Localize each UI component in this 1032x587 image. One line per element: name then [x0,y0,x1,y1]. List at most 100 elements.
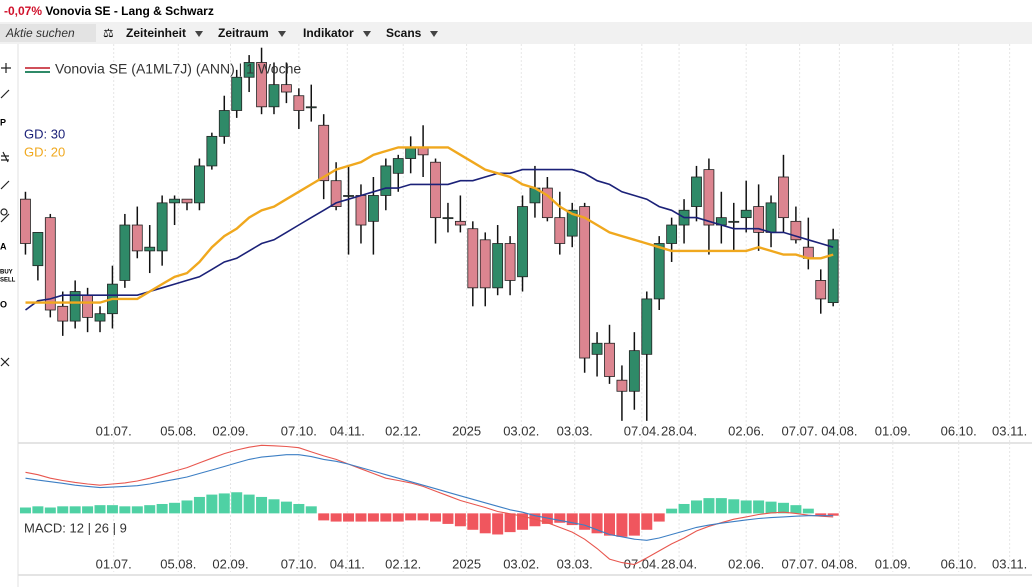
moving-average [25,146,834,304]
candle-body [653,243,665,300]
x-tick-label: 02.12. [385,556,421,571]
delete-tool[interactable] [0,357,10,367]
histogram-bar [330,513,342,522]
candle-body [778,176,789,219]
histogram-bar [690,500,702,514]
menu-item[interactable]: Scans [386,22,438,44]
candle-body [541,187,553,219]
x-tick-label: 07.04. [624,556,660,571]
x-tick-label: 03.03. [557,423,593,438]
tool-column [0,63,11,367]
legend-title: Vonovia SE (A1ML7J) (ANN) | 1 Woche [55,61,301,77]
histogram-bar [728,499,740,514]
histogram-bar [243,494,255,514]
histogram-bar [666,508,678,514]
histogram-bar [57,506,69,514]
x-tick-label: 03.02. [503,423,539,438]
line-tool[interactable] [0,89,10,99]
channel-tool[interactable] [0,213,10,223]
candle-body [380,165,392,196]
histogram-bar [355,513,367,522]
x-tick-label: 04.08. [821,423,857,438]
menu-item[interactable]: Indikator [303,22,371,44]
candle-body [454,220,466,226]
histogram-bar [715,498,727,514]
menu-item[interactable]: Zeitraum [218,22,286,44]
candle-body [479,239,491,289]
x-tick-label: 07.10. [281,556,317,571]
candle-body [504,243,516,281]
histogram-bar [740,500,752,514]
histogram-bar [815,513,827,516]
crosshair-tool[interactable] [1,63,11,73]
candle-body [566,209,578,237]
fib-tool[interactable] [1,151,9,163]
histogram-bar [504,513,516,533]
histogram-bar [343,513,355,522]
histogram-bar [69,506,81,514]
histogram-bar [641,513,653,530]
histogram-bar [479,513,491,534]
histogram-bar [305,506,317,514]
x-tick-label: 04.11. [330,556,365,571]
candle-body [467,228,479,289]
x-tick-label: 05.08. [160,423,196,438]
candle-body [32,232,44,267]
toolbar: Aktie suchen ⚖ Zeiteinheit Zeitraum Indi… [0,22,1032,44]
candle-body [666,224,678,244]
histogram-bar [405,513,417,521]
tool-label[interactable]: SELL [0,278,16,284]
zoom-tool[interactable] [0,208,8,216]
search-input[interactable]: Aktie suchen [0,24,96,42]
x-tick-label: 02.09. [212,423,248,438]
histogram-bar [19,507,31,514]
histogram-bar [144,505,156,514]
candle-body [579,206,591,359]
candle-body [231,76,243,111]
candle-body [119,224,131,281]
histogram-bar [579,513,591,530]
candle-body [628,350,640,392]
candle-body [740,209,752,219]
histogram-bar [94,505,106,514]
legend-entry: GD: 30 [24,126,65,141]
histogram-bar [218,493,230,514]
candle-body [430,161,441,219]
histogram-bar [604,513,615,536]
histogram-bar [268,499,280,514]
histogram-bar [293,503,305,514]
histogram-bar [653,513,665,522]
candle-body [181,198,193,204]
candle-body [815,280,827,300]
candle-body [442,217,454,220]
histogram-bar [566,513,578,526]
tool-label[interactable]: A [0,241,7,251]
histogram-bar [442,513,454,524]
x-tick-label: 02.06. [728,556,764,571]
histogram-bar [802,508,814,514]
candle-body [256,62,267,108]
candle-body [218,110,230,137]
x-tick-label: 03.03. [557,556,593,571]
candle-body [604,342,615,377]
menu-item[interactable]: Zeiteinheit [126,22,203,44]
tool-label[interactable]: P [0,117,6,127]
candle-body [169,198,180,204]
tool-label[interactable]: BUY [0,270,13,276]
x-tick-label: 01.09. [875,423,911,438]
instrument-title: Vonovia SE - Lang & Schwarz [45,4,214,18]
x-tick-label: 03.02. [503,556,539,571]
histogram-bar [32,506,44,514]
tool-label[interactable]: O [0,299,7,309]
macd-line [25,444,834,566]
histogram-bar [703,498,715,514]
candle-body [355,195,367,226]
histogram-bar [280,501,292,514]
candle-body [367,195,379,222]
trend-tool[interactable] [0,180,10,190]
histogram-bar [678,503,690,514]
histogram-bar [753,500,765,514]
x-tick-label: 04.11. [330,423,365,438]
candle-body [57,305,69,322]
